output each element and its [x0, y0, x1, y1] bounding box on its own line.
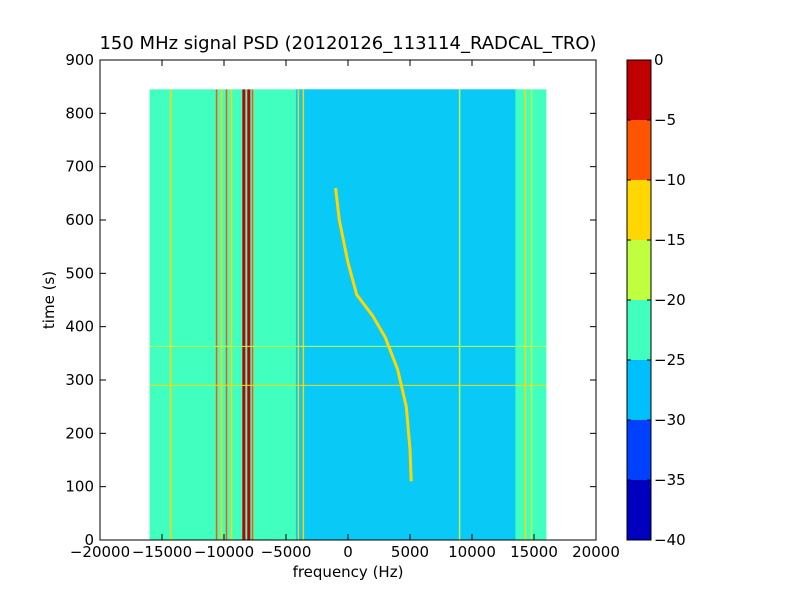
colorbar-tick-label: −25 [654, 351, 686, 369]
x-axis-label: frequency (Hz) [293, 563, 404, 581]
colorbar-tick-label: −5 [654, 111, 676, 129]
colorbar-segment [627, 360, 651, 420]
colorbar-tick-label: −20 [654, 291, 686, 309]
colorbar-tick-label: −30 [654, 411, 686, 429]
y-tick-label: 900 [65, 51, 94, 69]
x-tick-label: 10000 [448, 543, 496, 561]
x-tick-label: −20000 [70, 543, 130, 561]
colorbar-segment [627, 480, 651, 540]
chart-title: 150 MHz signal PSD (20120126_113114_RADC… [99, 33, 596, 54]
x-axis: −20000 −15000 −10000 −5000 0 5000 10000 15000 20… [70, 60, 620, 561]
y-tick-label: 600 [65, 211, 94, 229]
x-tick-label: −15000 [132, 543, 192, 561]
colorbar-tick-label: −15 [654, 231, 686, 249]
x-tick-label: 5000 [391, 543, 429, 561]
y-tick-label: 300 [65, 371, 94, 389]
x-tick-label: −5000 [261, 543, 312, 561]
colorbar-tick-label: 0 [654, 51, 664, 69]
y-tick-label: 700 [65, 158, 94, 176]
y-axis: 0 100 200 300 400 500 600 700 800 900 [65, 51, 596, 549]
colorbar-segment [627, 180, 651, 240]
heatmap-noise-region [295, 89, 516, 540]
x-tick-label: 20000 [572, 543, 620, 561]
colorbar-segment [627, 60, 651, 120]
y-tick-label: 200 [65, 424, 94, 442]
x-tick-label: 15000 [510, 543, 558, 561]
y-tick-label: 0 [84, 531, 94, 549]
y-tick-label: 800 [65, 104, 94, 122]
heatmap-drift-track [334, 187, 413, 482]
colorbar-tick-label: −35 [654, 471, 686, 489]
y-axis-label: time (s) [40, 271, 58, 329]
colorbar-tick-label: −40 [654, 531, 686, 549]
x-tick-label: −10000 [194, 543, 254, 561]
colorbar-segment [627, 120, 651, 180]
heatmap-layer [149, 89, 547, 540]
colorbar-tick-label: −10 [654, 171, 686, 189]
colorbar-segment [627, 300, 651, 360]
y-tick-label: 400 [65, 318, 94, 336]
colorbar-segment [627, 420, 651, 480]
x-tick-label: 0 [343, 543, 353, 561]
y-tick-label: 100 [65, 478, 94, 496]
plot-area [99, 59, 597, 541]
y-tick-label: 500 [65, 264, 94, 282]
colorbar: −40 −35 −30 −25 −20 −15 −10 −5 0 [626, 51, 686, 549]
colorbar-segment [627, 240, 651, 300]
